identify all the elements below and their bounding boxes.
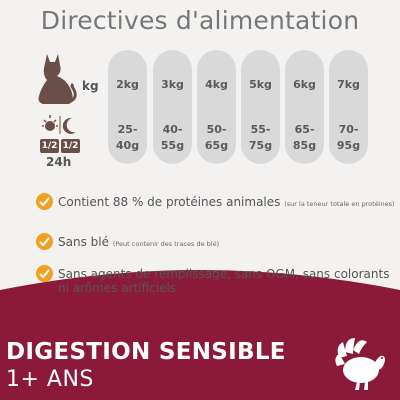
weight-column: 5kg 55- 75g <box>241 50 280 164</box>
feature-text: ni arômes artificiels <box>58 281 177 295</box>
weight-kg: 2kg <box>116 78 139 91</box>
weight-kg: 6kg <box>293 78 316 91</box>
weight-grams: 40- 55g <box>160 123 185 152</box>
feature-note: (sur la teneur totale en protéines) <box>284 200 395 208</box>
weight-column: 4kg 50- 65g <box>197 50 236 164</box>
half-day-box: 1/2 <box>40 139 59 153</box>
banner-title: DIGESTION SENSIBLE <box>6 339 286 365</box>
page-title: Directives d'alimentation <box>40 6 360 35</box>
weight-column: 3kg 40- 55g <box>153 50 192 164</box>
weight-grams: 65- 85g <box>292 123 317 152</box>
weight-grams: 50- 65g <box>204 123 229 152</box>
weight-kg: 4kg <box>205 78 228 91</box>
check-icon <box>36 193 53 210</box>
feature-text: Sans agents de remplissage, sans OGM, sa… <box>58 267 390 281</box>
hours-label: 24h <box>46 155 72 169</box>
check-icon <box>36 265 53 282</box>
half-night-box: 1/2 <box>61 139 80 153</box>
feature-additives: Sans agents de remplissage, sans OGM, sa… <box>58 267 389 295</box>
cat-icon <box>38 54 77 104</box>
weight-kg: 5kg <box>249 78 272 91</box>
weight-grams: 25- 40g <box>115 123 140 152</box>
weight-column: 6kg 65- 85g <box>285 50 324 164</box>
weight-column: 7kg 70- 95g <box>329 50 368 164</box>
weight-grams: 55- 75g <box>248 123 273 152</box>
feature-wheat: Sans blé (Peut contenir des traces de bl… <box>58 235 219 251</box>
feature-protein: Contient 88 % de protéines animales (sur… <box>58 195 395 211</box>
weight-kg: 3kg <box>161 78 184 91</box>
sun-moon-icon <box>42 115 76 134</box>
weight-kg: 7kg <box>337 78 360 91</box>
feature-note: (Peut contenir des traces de blé) <box>112 240 220 248</box>
feature-text: Contient 88 % de protéines animales <box>58 195 281 209</box>
banner-subtitle: 1+ ANS <box>6 367 94 392</box>
check-icon <box>36 233 53 250</box>
feature-text: Sans blé <box>58 235 109 249</box>
weight-column: 2kg 25- 40g <box>108 50 147 164</box>
turkey-icon <box>335 338 385 390</box>
weight-grams: 70- 95g <box>336 123 361 152</box>
kg-label: kg <box>82 79 99 93</box>
